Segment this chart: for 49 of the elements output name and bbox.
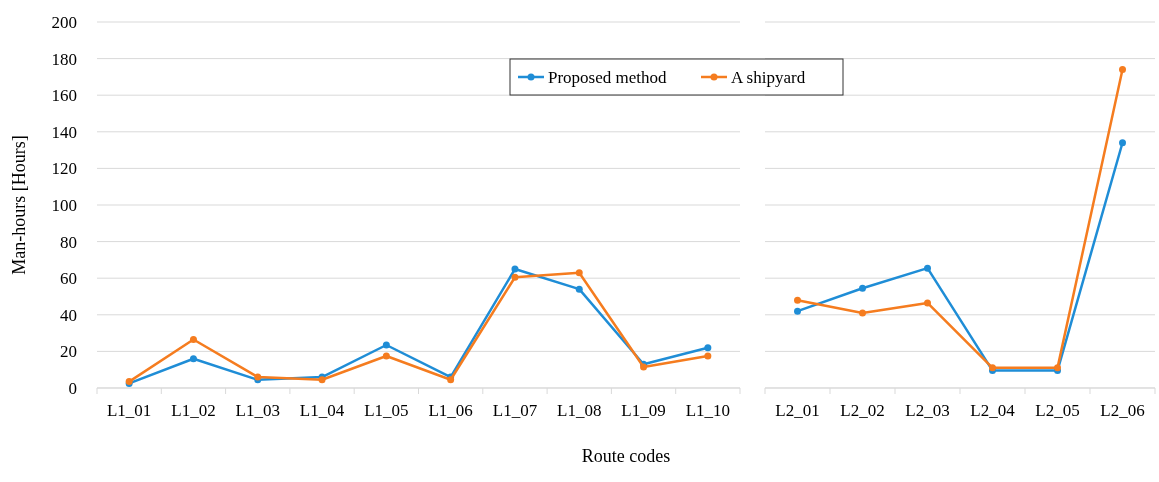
point	[1119, 139, 1126, 147]
point	[924, 299, 931, 307]
x-tick-label: L1_01	[106, 401, 152, 420]
x-tick-label: L2_06	[1100, 401, 1145, 420]
x-tick-label: L1_08	[557, 401, 602, 420]
x-tick-label: L2_01	[775, 401, 820, 420]
point	[575, 285, 583, 293]
x-tick-label: L1_07	[492, 401, 538, 420]
y-tick-label: 40	[60, 305, 77, 325]
point	[382, 341, 390, 349]
y-tick-label: 180	[51, 49, 77, 69]
y-tick-label: 20	[60, 342, 77, 362]
x-tick-label: L1_06	[428, 401, 473, 420]
point	[1119, 66, 1126, 74]
y-axis-title: Man-hours [Hours]	[9, 135, 29, 275]
y-tick-label: 120	[51, 159, 77, 179]
point	[575, 269, 583, 277]
x-tick-label: L1_03	[235, 401, 280, 420]
point	[189, 355, 197, 363]
point	[382, 352, 390, 360]
point	[704, 352, 712, 360]
point	[924, 264, 931, 272]
point	[511, 265, 519, 273]
y-tick-label: 80	[60, 232, 77, 252]
x-tick-label: L2_04	[970, 401, 1016, 420]
x-tick-label: L1_05	[364, 401, 409, 420]
x-tick-label: L2_05	[1035, 401, 1080, 420]
legend-label: Proposed method	[548, 67, 668, 87]
y-tick-label: 200	[51, 12, 77, 32]
point	[859, 309, 866, 317]
x-tick-label: L2_03	[905, 401, 950, 420]
x-tick-label: L1_04	[299, 401, 345, 420]
y-tick-label: 160	[51, 86, 77, 106]
x-tick-label: L1_10	[685, 401, 731, 420]
x-axis-title: Route codes	[581, 446, 671, 466]
point	[794, 307, 801, 315]
point	[859, 284, 866, 292]
point	[704, 344, 712, 352]
x-tick-label: L1_09	[621, 401, 666, 420]
point	[794, 296, 801, 304]
x-tick-label: L2_02	[840, 401, 885, 420]
point	[511, 273, 519, 281]
y-tick-label: 0	[68, 378, 77, 398]
point	[189, 336, 197, 344]
y-tick-label: 60	[60, 269, 77, 289]
y-tick-label: 140	[51, 122, 77, 142]
x-tick-label: L1_02	[171, 401, 216, 420]
y-tick-label: 100	[51, 195, 77, 215]
legend-label: A shipyard	[731, 67, 806, 87]
